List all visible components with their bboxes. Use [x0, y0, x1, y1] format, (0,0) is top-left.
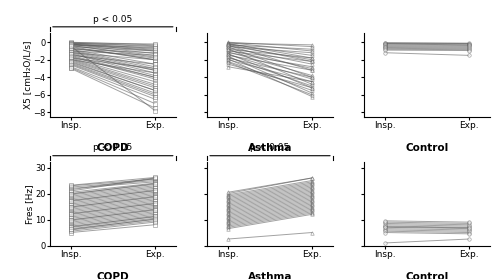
Text: Asthma: Asthma: [248, 143, 292, 153]
Y-axis label: X5 [cmH₂O/L/s]: X5 [cmH₂O/L/s]: [23, 41, 32, 109]
Text: Asthma: Asthma: [248, 272, 292, 279]
Text: COPD: COPD: [96, 272, 129, 279]
Text: Control: Control: [406, 272, 449, 279]
Text: Control: Control: [406, 143, 449, 153]
Text: p < 0.05: p < 0.05: [250, 143, 290, 152]
Text: p < 0.05: p < 0.05: [93, 15, 132, 23]
Y-axis label: Fres [Hz]: Fres [Hz]: [25, 184, 34, 224]
Text: p < 0.05: p < 0.05: [93, 143, 132, 152]
Text: COPD: COPD: [96, 143, 129, 153]
